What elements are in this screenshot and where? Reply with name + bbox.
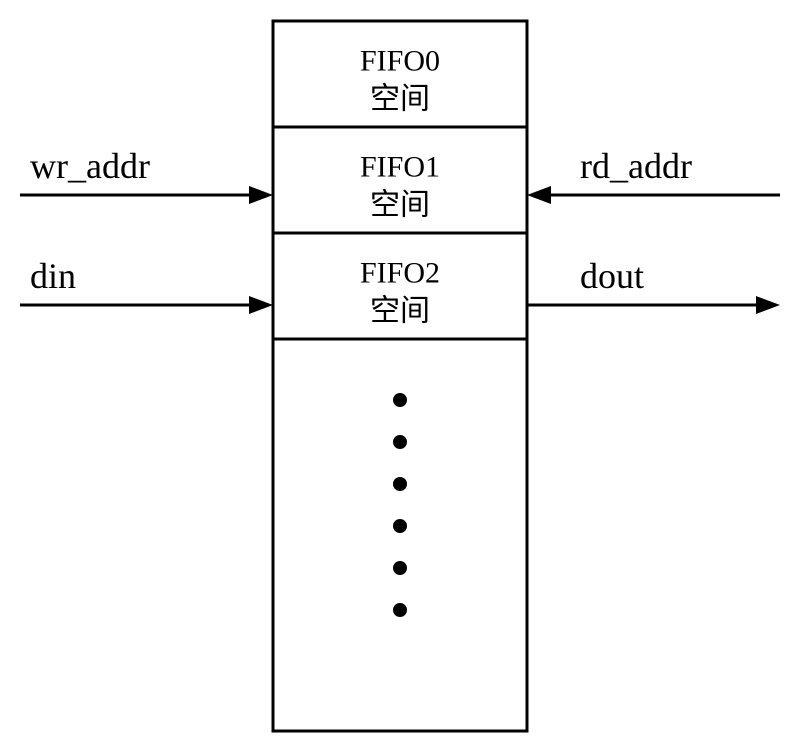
fifo-cell-title: FIFO2 (360, 256, 440, 289)
fifo-cell-title: FIFO1 (360, 150, 440, 183)
arrow (20, 296, 273, 314)
wr-addr-label: wr_addr (30, 146, 150, 186)
fifo-cell-subtitle: 空间 (370, 188, 430, 221)
fifo-memory-block: FIFO0 空间 FIFO1 空间 FIFO2 空间 (273, 21, 527, 731)
din-label: din (30, 256, 76, 296)
arrow (527, 296, 780, 314)
arrow (20, 186, 273, 204)
fifo-cell-subtitle: 空间 (370, 294, 430, 327)
fifo-cell: FIFO2 空间 (273, 233, 527, 339)
ellipsis-dots (393, 393, 407, 617)
fifo-cell-title: FIFO0 (360, 44, 440, 77)
dout-label: dout (580, 256, 644, 296)
fifo-cell: FIFO0 空间 (273, 21, 527, 127)
arrow (527, 186, 780, 204)
fifo-cell: FIFO1 空间 (273, 127, 527, 233)
rd-addr-label: rd_addr (580, 146, 692, 186)
fifo-cell-subtitle: 空间 (370, 82, 430, 115)
